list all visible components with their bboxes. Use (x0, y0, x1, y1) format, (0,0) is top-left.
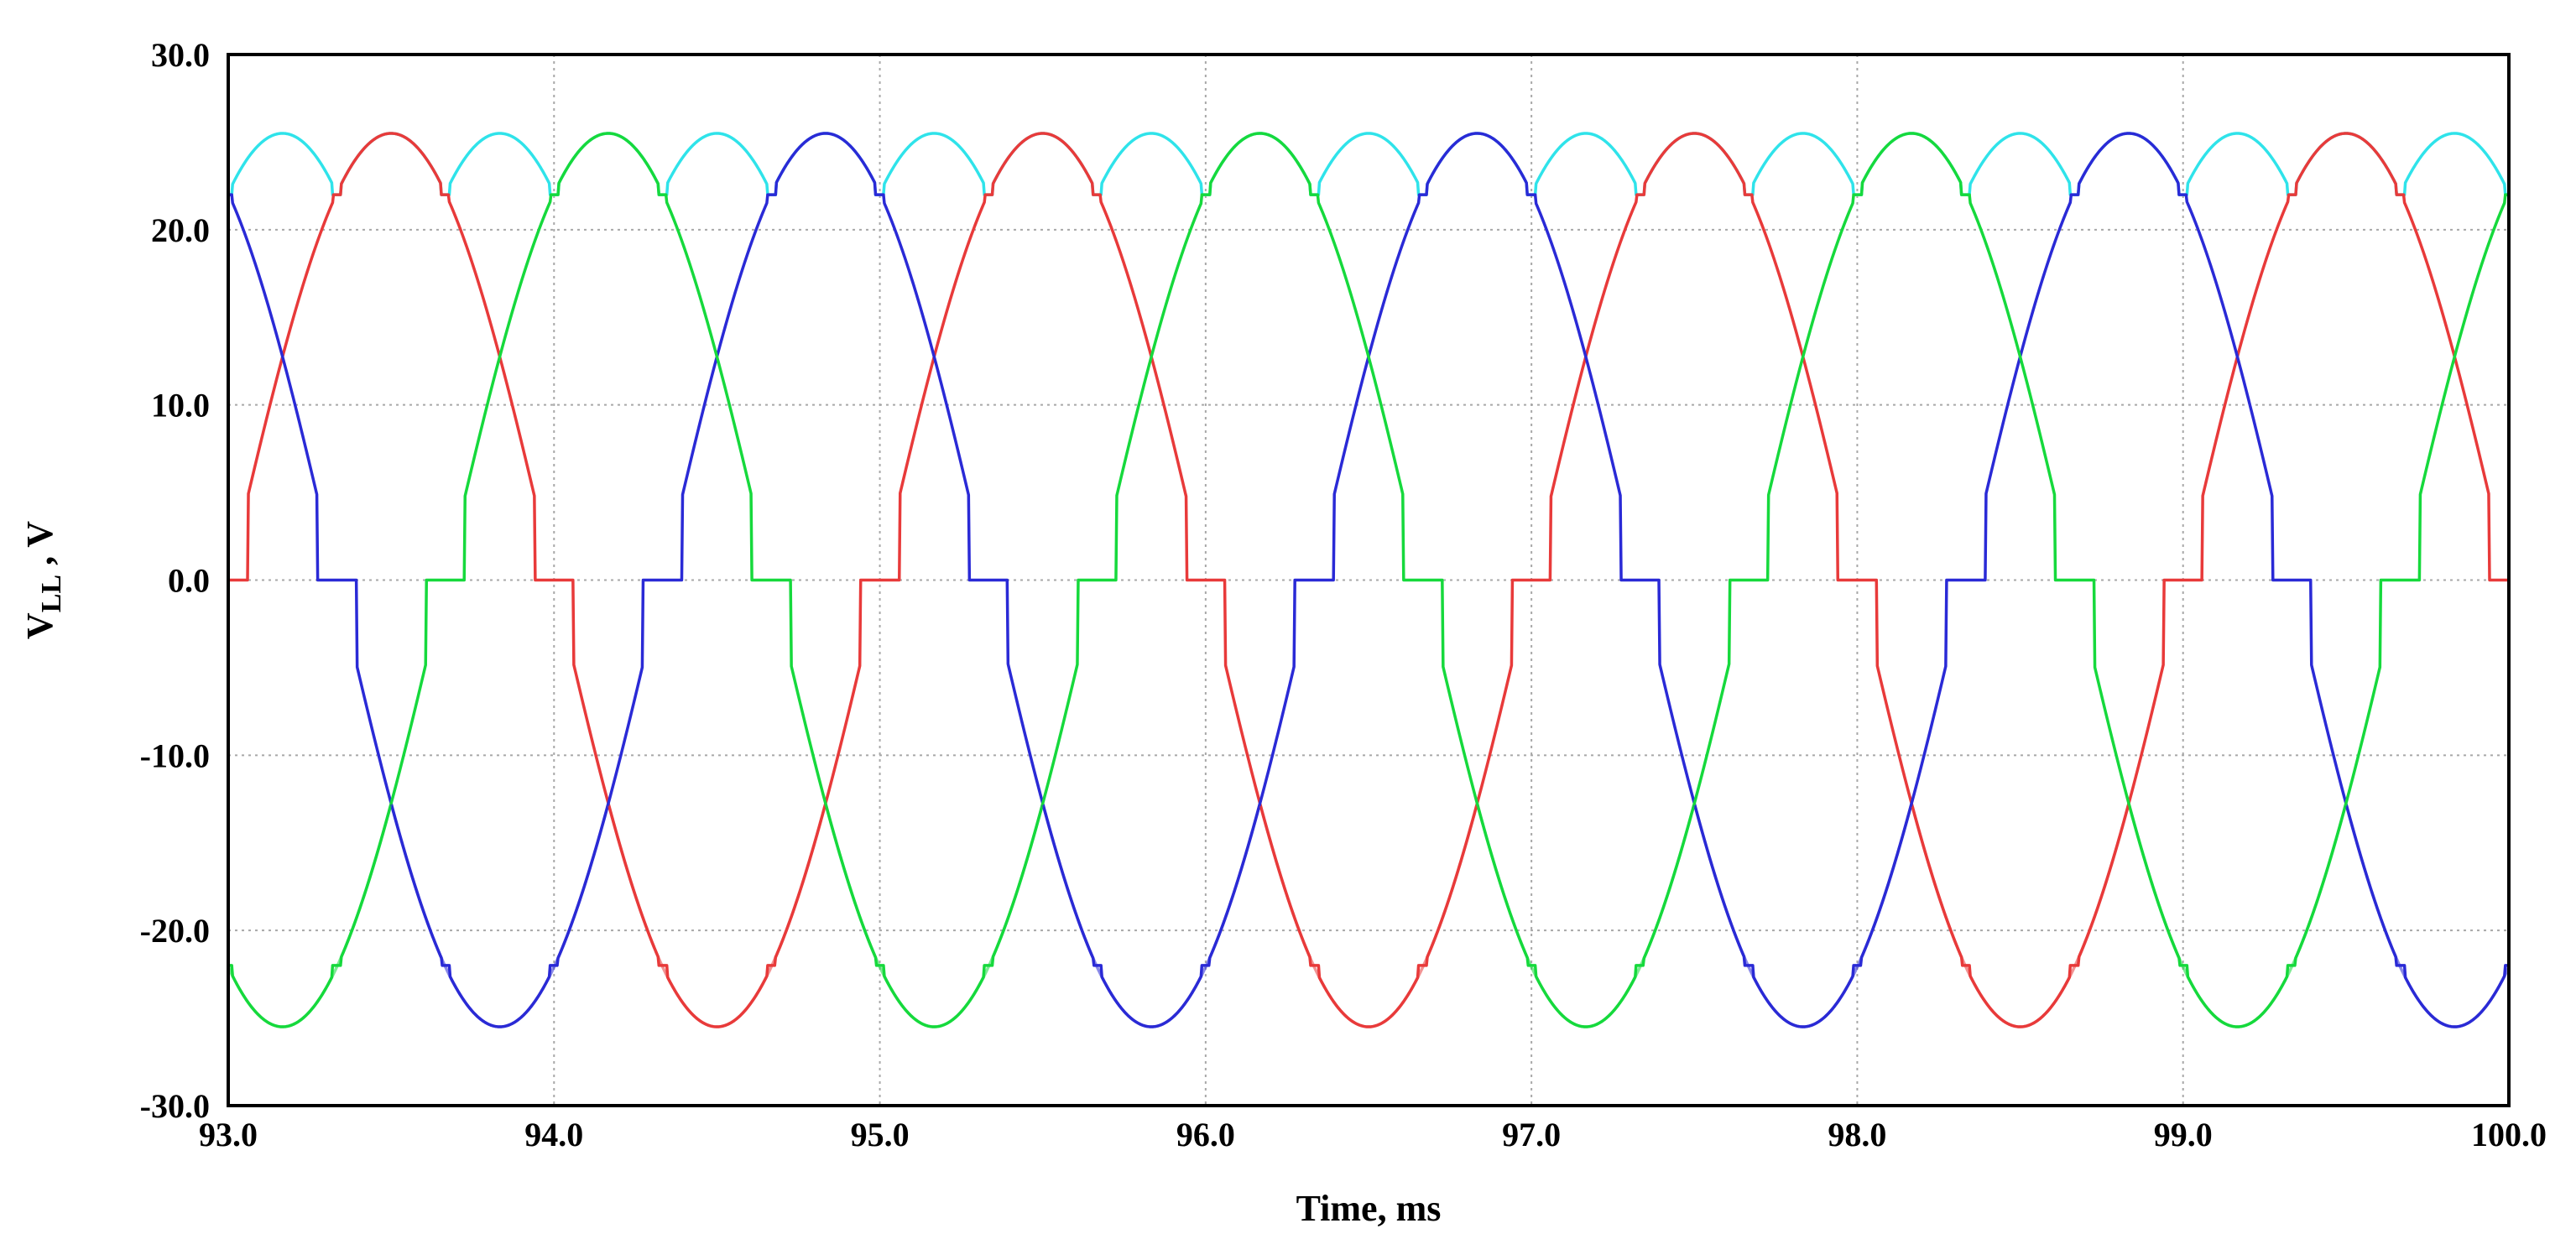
y-tick-label: -10.0 (140, 737, 210, 774)
y-axis-title-subscript: LL (36, 575, 67, 612)
series-line-lower-envelope (389, 804, 610, 1028)
x-tick-label: 100.0 (2471, 1116, 2547, 1153)
series-line-lower-envelope (607, 804, 827, 1028)
series-line-lower-envelope (2344, 805, 2511, 1028)
y-tick-label: 0.0 (168, 562, 210, 600)
y-tick-label: 10.0 (151, 387, 210, 424)
x-axis-title: Time, ms (1296, 1188, 1442, 1229)
x-tick-label: 95.0 (851, 1116, 910, 1153)
series-line-lower-envelope (227, 805, 393, 1028)
series-line-lower-envelope (2127, 804, 2348, 1028)
y-axis-title-main: V (19, 612, 60, 639)
y-axis-title-suffix: , V (19, 521, 60, 575)
y-tick-label: -30.0 (140, 1087, 210, 1125)
y-tick-label: -20.0 (140, 912, 210, 950)
y-tick-labels: 30.0 20.0 10.0 0.0 -10.0 -20.0 -30.0 (140, 36, 210, 1125)
x-tick-label: 97.0 (1502, 1116, 1561, 1153)
series-line-lower-envelope (1911, 804, 2130, 1028)
series-line-lower-envelope (1693, 803, 1913, 1028)
x-tick-label: 98.0 (1828, 1116, 1886, 1153)
series-line-lower-envelope (1475, 804, 1696, 1028)
series-line-lower-envelope (1259, 805, 1478, 1028)
series-group (227, 132, 2511, 1028)
x-tick-label: 96.0 (1176, 1116, 1235, 1153)
series-line-green (227, 132, 2510, 1028)
series-line-lower-envelope (824, 803, 1044, 1028)
series-line-lower-envelope (1041, 804, 1262, 1028)
y-axis-title: VLL , V (19, 521, 67, 639)
y-tick-label: 30.0 (151, 36, 210, 74)
x-tick-labels: 93.0 94.0 95.0 96.0 97.0 98.0 99.0 100.0 (199, 1116, 2547, 1153)
x-tick-label: 94.0 (524, 1116, 583, 1153)
y-tick-label: 20.0 (151, 211, 210, 249)
x-tick-label: 93.0 (199, 1116, 258, 1153)
plot-frame (227, 53, 2511, 1107)
x-tick-label: 99.0 (2154, 1116, 2213, 1153)
